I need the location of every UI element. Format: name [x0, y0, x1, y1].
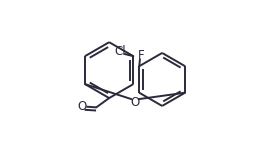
Text: Cl: Cl — [115, 45, 126, 58]
Text: F: F — [138, 49, 145, 62]
Text: O: O — [78, 100, 87, 113]
Text: O: O — [130, 96, 140, 109]
